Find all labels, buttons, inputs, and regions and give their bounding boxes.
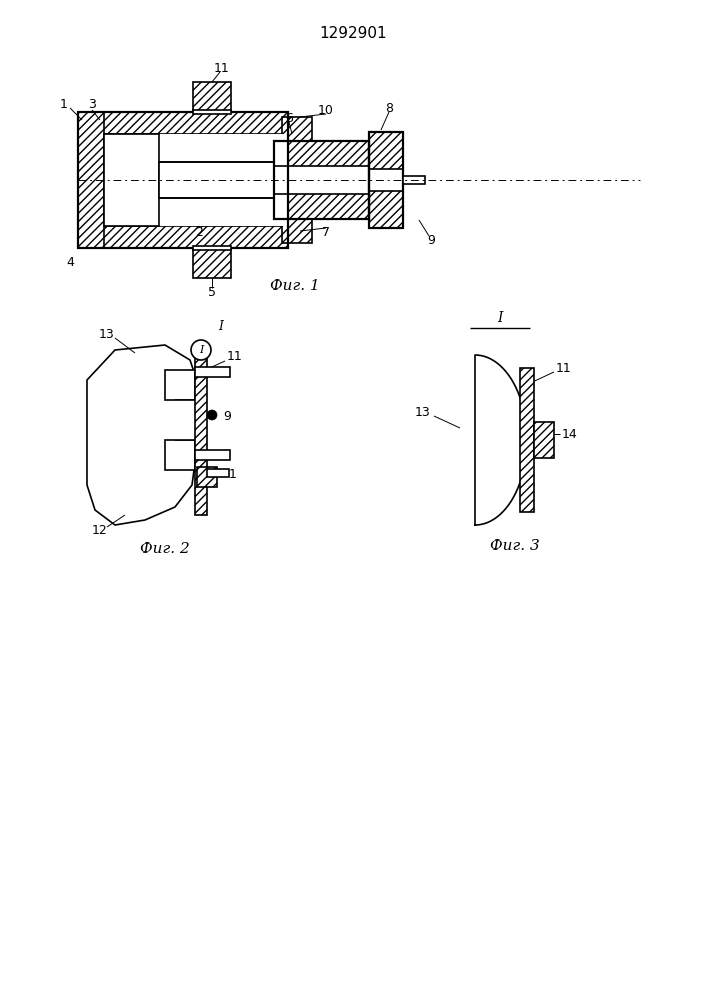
Text: 11: 11 xyxy=(214,62,230,75)
Text: 13: 13 xyxy=(99,328,115,342)
Circle shape xyxy=(191,340,211,360)
Text: 9: 9 xyxy=(223,410,231,424)
Circle shape xyxy=(207,410,217,420)
Text: I: I xyxy=(497,311,503,325)
Bar xyxy=(197,467,217,487)
Text: 14: 14 xyxy=(562,428,578,440)
Bar xyxy=(195,367,230,377)
Text: 2: 2 xyxy=(195,226,203,238)
Bar xyxy=(159,162,274,198)
Bar xyxy=(207,469,229,477)
Text: 8: 8 xyxy=(385,102,393,114)
Text: 9: 9 xyxy=(427,233,435,246)
Text: 1: 1 xyxy=(229,468,237,482)
Text: 3: 3 xyxy=(88,99,96,111)
Bar xyxy=(282,219,312,243)
Bar xyxy=(369,169,403,191)
Text: 1292901: 1292901 xyxy=(319,25,387,40)
Text: I: I xyxy=(218,320,223,333)
Bar xyxy=(193,248,231,278)
Bar xyxy=(282,117,312,141)
Text: I: I xyxy=(199,345,203,355)
Text: Фиг. 2: Фиг. 2 xyxy=(140,542,190,556)
Bar xyxy=(195,350,207,515)
Text: 1: 1 xyxy=(60,99,68,111)
Text: 5: 5 xyxy=(208,286,216,298)
Bar xyxy=(274,141,369,219)
Bar xyxy=(78,226,288,248)
Bar xyxy=(78,112,288,248)
Polygon shape xyxy=(87,345,195,525)
Bar xyxy=(78,112,288,134)
Bar xyxy=(403,176,425,184)
Bar xyxy=(193,110,231,114)
Text: 13: 13 xyxy=(414,406,430,418)
Text: 4: 4 xyxy=(66,255,74,268)
Text: 12: 12 xyxy=(92,524,108,538)
Text: Фиг. 1: Фиг. 1 xyxy=(270,279,320,293)
Text: 11: 11 xyxy=(556,361,572,374)
Text: 7: 7 xyxy=(322,226,330,238)
Bar xyxy=(274,166,369,194)
Bar xyxy=(193,246,231,250)
Bar xyxy=(104,134,159,226)
Bar xyxy=(78,112,104,248)
Bar xyxy=(193,82,231,112)
Bar xyxy=(104,134,288,226)
Text: 6: 6 xyxy=(285,111,293,124)
Bar xyxy=(165,370,195,400)
Bar xyxy=(534,422,554,458)
Bar xyxy=(175,400,195,440)
Bar xyxy=(195,450,230,460)
Text: 10: 10 xyxy=(318,104,334,116)
Text: Фиг. 3: Фиг. 3 xyxy=(490,539,540,553)
Bar xyxy=(369,132,403,228)
Bar xyxy=(165,440,195,470)
Bar xyxy=(520,368,534,512)
Bar xyxy=(369,132,403,228)
Text: 11: 11 xyxy=(227,351,243,363)
Bar xyxy=(274,141,369,219)
